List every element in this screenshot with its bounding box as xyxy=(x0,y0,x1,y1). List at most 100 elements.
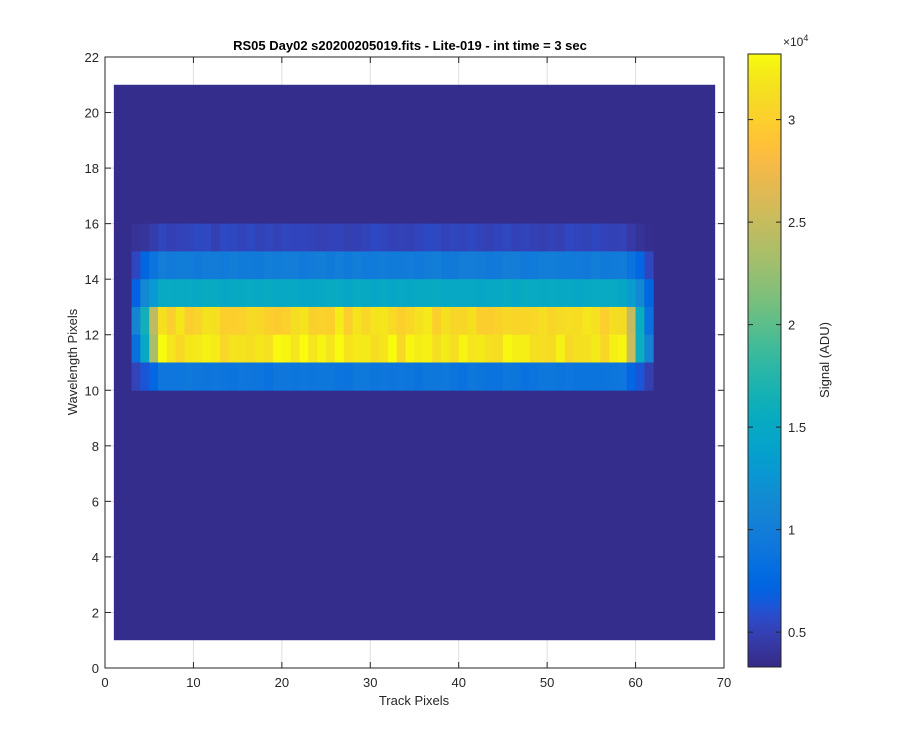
heatmap-cell xyxy=(432,334,442,363)
heatmap-cell xyxy=(387,223,398,252)
x-tick-label: 30 xyxy=(363,675,377,690)
heatmap-cell xyxy=(511,306,522,336)
heatmap-cell xyxy=(414,362,424,391)
heatmap-cell xyxy=(273,251,283,280)
heatmap-cell xyxy=(158,251,168,280)
heatmap-cell xyxy=(467,362,477,391)
heatmap-cell xyxy=(529,362,539,391)
heatmap-cell xyxy=(564,223,575,252)
heatmap-cell xyxy=(635,279,645,308)
heatmap-cell xyxy=(441,306,451,336)
heatmap-cell xyxy=(211,306,221,336)
heatmap-cell xyxy=(281,334,292,363)
heatmap-cell xyxy=(299,223,309,252)
heatmap-cell xyxy=(405,362,415,391)
heatmap-cell xyxy=(458,362,468,391)
heatmap-cell xyxy=(158,223,168,252)
heatmap-cell xyxy=(396,362,407,391)
heatmap-cell xyxy=(326,334,336,363)
heatmap-cell xyxy=(538,223,548,252)
heatmap-cell xyxy=(326,279,336,308)
heatmap-cell xyxy=(246,306,256,336)
heatmap-cell xyxy=(166,223,177,252)
heatmap-cell xyxy=(131,223,141,252)
heatmap-cell xyxy=(228,362,239,391)
heatmap-cell xyxy=(264,362,274,391)
heatmap-cell xyxy=(564,334,575,363)
heatmap-cell xyxy=(184,279,194,308)
heatmap-cell xyxy=(591,279,601,308)
heatmap-cell xyxy=(617,223,628,252)
heatmap-cell xyxy=(370,306,380,336)
heatmap-cell xyxy=(299,251,309,280)
heatmap-cell xyxy=(299,334,309,363)
heatmap-cell xyxy=(202,362,212,391)
heatmap-cell xyxy=(228,279,239,308)
chart-title: RS05 Day02 s20200205019.fits - Lite-019 … xyxy=(233,38,587,53)
heatmap-cell xyxy=(299,279,309,308)
heatmap-cell xyxy=(317,279,327,308)
heatmap-cell xyxy=(467,223,477,252)
heatmap-cell xyxy=(432,223,442,252)
heatmap-cell xyxy=(281,279,292,308)
heatmap-cell xyxy=(547,279,557,308)
heatmap-cell xyxy=(211,251,221,280)
heatmap-cell xyxy=(564,306,575,336)
heatmap-cell xyxy=(423,306,433,336)
heatmap-cell xyxy=(617,251,628,280)
plot-area[interactable] xyxy=(104,56,725,669)
heatmap-cell xyxy=(211,279,221,308)
heatmap-cell xyxy=(529,251,539,280)
heatmap-cell xyxy=(626,362,636,391)
heatmap-cell xyxy=(441,251,451,280)
y-tick-label: 22 xyxy=(85,50,99,65)
x-tick-label: 60 xyxy=(628,675,642,690)
heatmap-cell xyxy=(626,251,636,280)
heatmap-cell xyxy=(149,306,159,336)
heatmap-cell xyxy=(370,334,380,363)
heatmap-cell xyxy=(184,251,194,280)
heatmap-cell xyxy=(609,279,619,308)
heatmap-cell xyxy=(211,334,221,363)
heatmap-cell xyxy=(467,306,477,336)
heatmap-cell xyxy=(476,362,486,391)
y-tick-label: 18 xyxy=(85,161,99,176)
heatmap-cell xyxy=(246,334,256,363)
heatmap-cell xyxy=(158,279,168,308)
colorbar-tick-label: 0.5 xyxy=(788,625,806,640)
heatmap-cell xyxy=(255,279,265,308)
heatmap-cell xyxy=(255,251,265,280)
heatmap-cell xyxy=(158,334,168,363)
heatmap-cell xyxy=(396,223,407,252)
heatmap-cell xyxy=(387,251,398,280)
heatmap-cell xyxy=(582,306,592,336)
heatmap-cell xyxy=(264,223,274,252)
heatmap-cell xyxy=(211,223,221,252)
heatmap-cell xyxy=(538,306,548,336)
heatmap-cell xyxy=(547,251,557,280)
heatmap-cell xyxy=(175,362,185,391)
heatmap-cell xyxy=(591,223,601,252)
heatmap-cell xyxy=(228,334,239,363)
heatmap-cell xyxy=(343,279,353,308)
heatmap-cell xyxy=(502,334,513,363)
heatmap-cell xyxy=(609,306,619,336)
heatmap-cell xyxy=(485,362,495,391)
heatmap-cell xyxy=(617,279,628,308)
heatmap-cell xyxy=(202,306,212,336)
heatmap-cell xyxy=(334,279,345,308)
heatmap-cell xyxy=(273,306,283,336)
heatmap-cell xyxy=(609,334,619,363)
heatmap-cell xyxy=(485,334,495,363)
heatmap-cell xyxy=(166,306,177,336)
heatmap-cell xyxy=(476,251,486,280)
y-tick-label: 8 xyxy=(92,439,99,454)
heatmap-cell xyxy=(193,334,203,363)
heatmap-cell xyxy=(317,334,327,363)
heatmap-cell xyxy=(219,334,230,363)
colorbar-gradient xyxy=(747,53,782,668)
y-axis-label: Wavelength Pixels xyxy=(65,308,80,415)
heatmap-cell xyxy=(308,306,318,336)
heatmap-cell xyxy=(290,362,300,391)
